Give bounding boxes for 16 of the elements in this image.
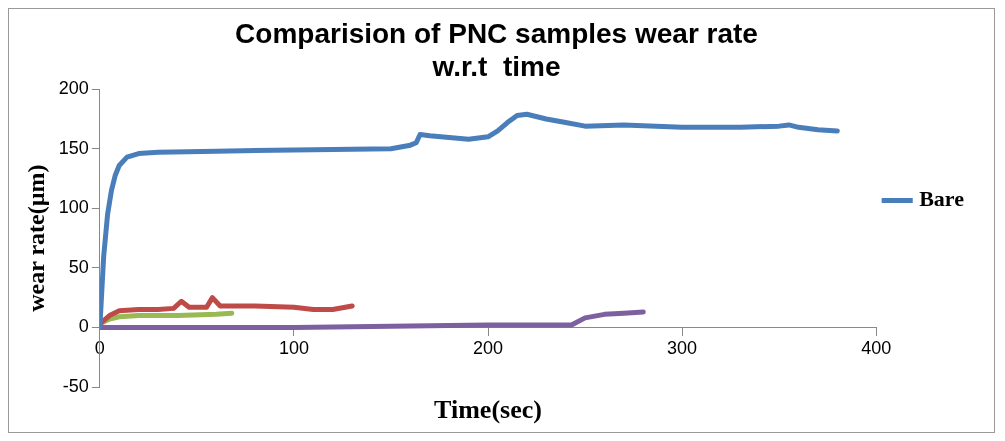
x-tick-label: 100: [278, 338, 309, 359]
legend-label: Bare: [919, 186, 965, 212]
x-tick-label: 300: [667, 338, 698, 359]
y-tick-label: 100: [58, 197, 89, 218]
y-tick-label: -50: [62, 375, 89, 396]
y-axis-title: wear rate(µm): [22, 164, 49, 312]
y-tick-label: 50: [68, 256, 89, 277]
x-tick-label: 400: [861, 338, 892, 359]
text: w.r.t time: [432, 51, 561, 83]
y-tick-label: 200: [58, 78, 89, 99]
text: Comparision of PNC samples wear rate: [235, 17, 758, 49]
y-tick-label: 0: [78, 316, 89, 337]
y-tick-label: 150: [58, 137, 89, 158]
x-tick-label: 200: [472, 338, 504, 359]
x-axis-title: Time(sec): [434, 394, 542, 424]
x-tick-label: 0: [94, 338, 105, 359]
